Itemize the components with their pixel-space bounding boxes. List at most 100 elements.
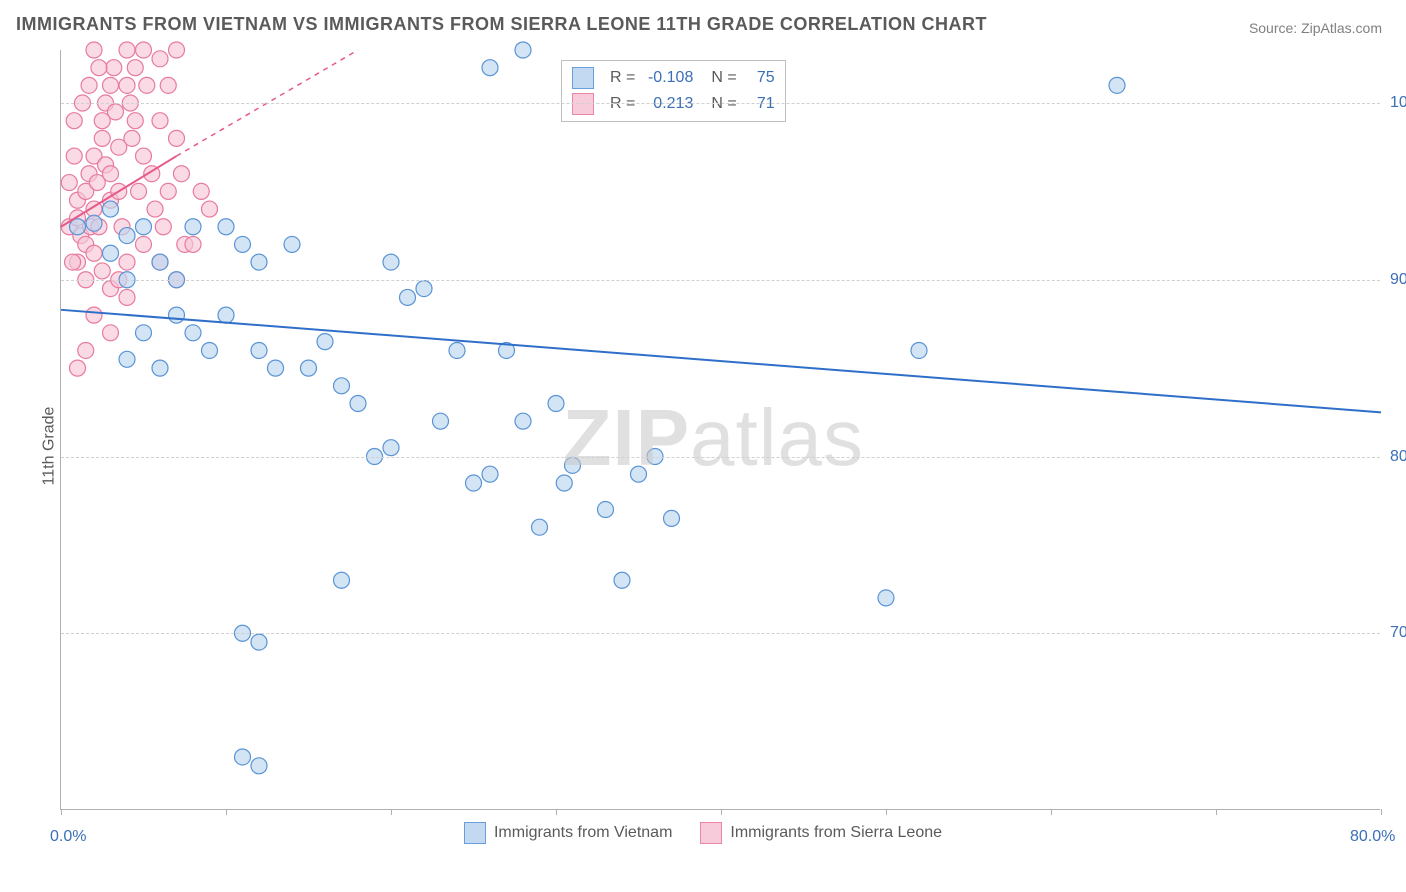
gridline-h: [61, 103, 1380, 104]
scatter-point: [86, 42, 102, 58]
scatter-point: [317, 334, 333, 350]
scatter-point: [466, 475, 482, 491]
legend-label: Immigrants from Sierra Leone: [730, 824, 942, 842]
scatter-point: [119, 77, 135, 93]
scatter-point: [169, 130, 185, 146]
scatter-point: [911, 342, 927, 358]
scatter-point: [878, 590, 894, 606]
scatter-point: [185, 236, 201, 252]
scatter-point: [532, 519, 548, 535]
scatter-point: [433, 413, 449, 429]
scatter-point: [202, 342, 218, 358]
series-legend: Immigrants from Vietnam Immigrants from S…: [0, 822, 1406, 849]
scatter-point: [119, 228, 135, 244]
scatter-point: [218, 219, 234, 235]
scatter-point: [124, 130, 140, 146]
y-axis-label: 11th Grade: [40, 407, 58, 486]
scatter-point: [86, 245, 102, 261]
scatter-point: [416, 281, 432, 297]
scatter-point: [301, 360, 317, 376]
gridline-h: [61, 457, 1380, 458]
scatter-point: [103, 325, 119, 341]
scatter-point: [81, 77, 97, 93]
legend-item: Immigrants from Sierra Leone: [700, 822, 942, 844]
scatter-point: [251, 758, 267, 774]
scatter-point: [91, 60, 107, 76]
scatter-point: [65, 254, 81, 270]
y-tick-label: 70.0%: [1390, 624, 1406, 642]
scatter-point: [400, 289, 416, 305]
scatter-point: [334, 572, 350, 588]
scatter-point: [598, 502, 614, 518]
legend-swatch: [572, 67, 594, 89]
scatter-point: [61, 175, 77, 191]
x-tick-mark: [1381, 809, 1382, 815]
scatter-point: [94, 130, 110, 146]
source-attribution: Source: ZipAtlas.com: [1249, 20, 1382, 36]
x-tick-mark: [886, 809, 887, 815]
r-value: -0.108: [643, 65, 693, 91]
scatter-point: [515, 42, 531, 58]
scatter-point: [119, 42, 135, 58]
scatter-point: [127, 113, 143, 129]
scatter-point: [185, 325, 201, 341]
scatter-point: [193, 183, 209, 199]
scatter-point: [482, 466, 498, 482]
scatter-point: [160, 77, 176, 93]
legend-label: Immigrants from Vietnam: [494, 824, 672, 842]
scatter-point: [251, 342, 267, 358]
scatter-point: [70, 360, 86, 376]
scatter-point: [152, 254, 168, 270]
scatter-point: [103, 245, 119, 261]
scatter-point: [169, 307, 185, 323]
scatter-point: [155, 219, 171, 235]
scatter-point: [631, 466, 647, 482]
gridline-h: [61, 280, 1380, 281]
x-tick-mark: [61, 809, 62, 815]
y-tick-label: 100.0%: [1390, 94, 1406, 112]
scatter-point: [268, 360, 284, 376]
scatter-point: [173, 166, 189, 182]
scatter-point: [664, 510, 680, 526]
correlation-legend: R =-0.108N =75R =0.213N =71: [561, 60, 786, 122]
chart-title: IMMIGRANTS FROM VIETNAM VS IMMIGRANTS FR…: [16, 14, 987, 35]
scatter-point: [66, 113, 82, 129]
x-tick-mark: [391, 809, 392, 815]
scatter-point: [136, 148, 152, 164]
scatter-point: [334, 378, 350, 394]
scatter-point: [131, 183, 147, 199]
legend-item: Immigrants from Vietnam: [464, 822, 672, 844]
scatter-point: [66, 148, 82, 164]
scatter-point: [185, 219, 201, 235]
plot-area: ZIPatlas R =-0.108N =75R =0.213N =71 70.…: [60, 50, 1380, 810]
scatter-point: [78, 342, 94, 358]
x-tick-mark: [556, 809, 557, 815]
scatter-point: [86, 215, 102, 231]
source-link[interactable]: ZipAtlas.com: [1301, 20, 1382, 36]
r-label: R =: [610, 65, 635, 91]
scatter-point: [139, 77, 155, 93]
scatter-point: [152, 360, 168, 376]
n-value: 75: [745, 65, 775, 91]
scatter-point: [235, 749, 251, 765]
scatter-point: [202, 201, 218, 217]
scatter-point: [284, 236, 300, 252]
scatter-point: [556, 475, 572, 491]
scatter-point: [350, 395, 366, 411]
chart-svg: [61, 50, 1380, 809]
scatter-point: [251, 634, 267, 650]
source-prefix: Source:: [1249, 20, 1301, 36]
scatter-point: [449, 342, 465, 358]
x-tick-mark: [721, 809, 722, 815]
scatter-point: [482, 60, 498, 76]
scatter-point: [94, 263, 110, 279]
legend-swatch: [700, 822, 722, 844]
scatter-point: [383, 254, 399, 270]
scatter-point: [127, 60, 143, 76]
x-tick-mark: [1051, 809, 1052, 815]
scatter-point: [152, 113, 168, 129]
legend-swatch: [464, 822, 486, 844]
scatter-point: [152, 51, 168, 67]
scatter-point: [106, 60, 122, 76]
scatter-point: [136, 325, 152, 341]
